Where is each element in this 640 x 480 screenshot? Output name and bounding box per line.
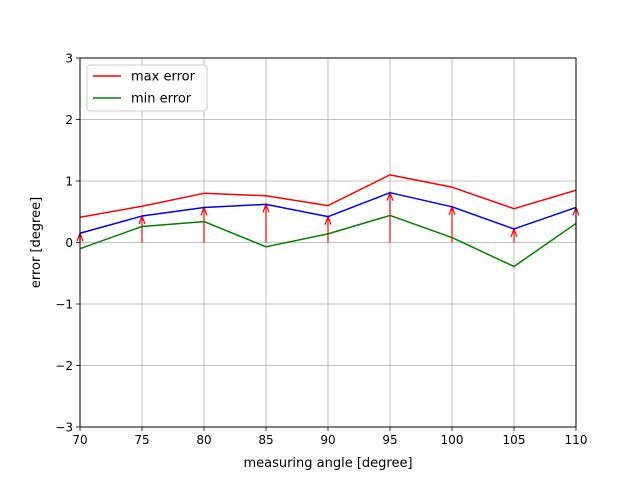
legend-label: min error xyxy=(131,92,192,107)
x-tick-label: 90 xyxy=(320,433,335,447)
x-tick-label: 100 xyxy=(441,433,464,447)
x-tick-label: 110 xyxy=(565,433,588,447)
y-tick-label: 2 xyxy=(65,113,73,127)
y-tick-label: −1 xyxy=(55,298,73,312)
series-line xyxy=(79,174,577,219)
y-tick-label: −3 xyxy=(55,421,73,435)
series-layer xyxy=(79,174,577,268)
series-line xyxy=(79,214,577,268)
legend: max error min error xyxy=(86,64,208,112)
y-tick-label: 1 xyxy=(65,175,73,189)
legend-label: max error xyxy=(131,70,196,85)
y-axis-label: error [degree] xyxy=(29,197,44,288)
ticks: 70 75 80 85 90 95 100 105 110 −3 −2 −1 0 1 2 3 xyxy=(55,52,587,448)
y-tick-label: 3 xyxy=(65,52,73,66)
x-tick-label: 70 xyxy=(72,433,87,447)
x-tick-label: 105 xyxy=(503,433,526,447)
y-tick-label: −2 xyxy=(55,359,73,373)
y-tick-label: 0 xyxy=(65,236,73,250)
x-tick-label: 95 xyxy=(382,433,397,447)
x-tick-label: 85 xyxy=(258,433,273,447)
series-line xyxy=(79,191,577,234)
x-tick-label: 75 xyxy=(134,433,149,447)
x-tick-label: 80 xyxy=(196,433,211,447)
x-axis-label: measuring angle [degree] xyxy=(243,456,412,471)
